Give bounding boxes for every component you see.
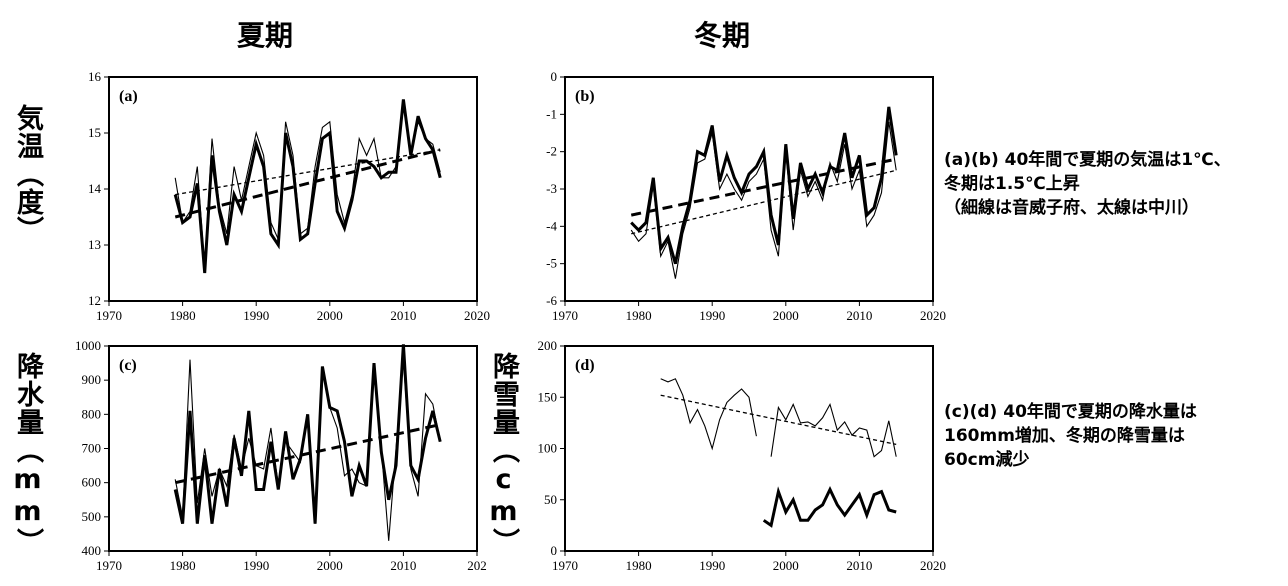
- xtick-label-d: 1970: [552, 558, 578, 573]
- precipitation-note-line-3: 60cm減少: [944, 450, 1030, 470]
- xtick-label-b: 2010: [846, 308, 872, 323]
- trend-line-a-0: [175, 149, 441, 196]
- trend-line-b-0: [631, 169, 897, 235]
- snowfall-axis-label: 降雪量（cm）: [488, 352, 519, 556]
- series-line-a-thick-1: [173, 99, 442, 274]
- summer-heading: 夏期: [237, 19, 294, 52]
- temperature-note-line-2: 冬期は1.5℃上昇: [944, 174, 1080, 194]
- ytick-label-c: 500: [82, 509, 102, 524]
- panel-label-a: (a): [119, 88, 138, 105]
- xtick-label-a: 2010: [390, 308, 416, 323]
- ytick-label-a: 15: [88, 125, 101, 140]
- xtick-label-c: 1970: [96, 558, 122, 573]
- xtick-label-a: 1970: [96, 308, 122, 323]
- ytick-label-c: 700: [82, 441, 102, 456]
- ytick-label-d: 100: [538, 441, 558, 456]
- ytick-label-a: 13: [88, 237, 101, 252]
- xtick-label-a: 1990: [243, 308, 269, 323]
- ytick-label-b: 0: [551, 69, 558, 84]
- plot-frame-d: [564, 345, 934, 552]
- ytick-label-c: 900: [82, 372, 102, 387]
- xtick-label-c: 1990: [243, 558, 269, 573]
- ytick-label-c: 600: [82, 475, 102, 490]
- series-line-d-thick-2: [762, 486, 897, 528]
- xtick-label-c: 1980: [170, 558, 196, 573]
- xtick-label-d: 2020: [920, 558, 946, 573]
- trend-line-b-1: [630, 157, 897, 217]
- temperature-note-line-1: (a)(b) 40年間で夏期の気温は1℃、: [944, 150, 1231, 170]
- ytick-label-c: 1000: [75, 338, 101, 353]
- xtick-label-d: 1990: [699, 558, 725, 573]
- precipitation-note: (c)(d) 40年間で夏期の降水量は 160mm増加、冬期の降雪量は 60cm…: [944, 400, 1197, 472]
- ytick-label-a: 14: [88, 181, 102, 196]
- ytick-label-d: 150: [538, 389, 558, 404]
- precipitation-axis-label: 降水量（mm）: [12, 352, 43, 556]
- temperature-note: (a)(b) 40年間で夏期の気温は1℃、 冬期は1.5℃上昇 （細線は音威子府…: [944, 148, 1231, 220]
- panel-label-d: (d): [575, 357, 595, 374]
- trend-line-d-0: [660, 394, 897, 446]
- series-line-b-thin-0: [630, 121, 897, 279]
- xtick-label-c: 2000: [317, 558, 343, 573]
- temperature-note-line-3: （細線は音威子府、太線は中川）: [944, 198, 1199, 218]
- xtick-label-d: 2000: [773, 558, 799, 573]
- precipitation-note-line-1: (c)(d) 40年間で夏期の降水量は: [944, 402, 1197, 422]
- ytick-label-b: -5: [546, 256, 557, 271]
- xtick-label-b: 2020: [920, 308, 946, 323]
- xtick-label-a: 1980: [170, 308, 196, 323]
- ytick-label-c: 400: [82, 543, 102, 558]
- ytick-label-b: -3: [546, 181, 557, 196]
- xtick-label-b: 1980: [626, 308, 652, 323]
- precipitation-note-line-2: 160mm増加、冬期の降雪量は: [944, 426, 1185, 446]
- ytick-label-b: -1: [546, 106, 557, 121]
- ytick-label-b: -2: [546, 144, 557, 159]
- ytick-label-c: 800: [82, 406, 102, 421]
- xtick-label-b: 1970: [552, 308, 578, 323]
- ytick-label-d: 50: [544, 492, 557, 507]
- xtick-label-a: 2000: [317, 308, 343, 323]
- ytick-label-d: 200: [538, 338, 558, 353]
- trend-line-c-0: [174, 423, 441, 485]
- xtick-label-c: 2010: [390, 558, 416, 573]
- series-line-c-thick-1: [173, 344, 442, 525]
- xtick-label-b: 2000: [773, 308, 799, 323]
- xtick-label-d: 2010: [846, 558, 872, 573]
- ytick-label-b: -6: [546, 293, 557, 308]
- panel-label-b: (b): [575, 88, 595, 105]
- series-line-b-thick-1: [630, 106, 898, 265]
- xtick-label-c: 202: [467, 558, 487, 573]
- series-line-d-thin-0: [660, 378, 757, 451]
- xtick-label-a: 2020: [464, 308, 490, 323]
- ytick-label-a: 16: [88, 69, 102, 84]
- xtick-label-b: 1990: [699, 308, 725, 323]
- plot-frame-a: [108, 76, 478, 302]
- panel-label-c: (c): [119, 357, 137, 374]
- series-line-d-thin-1: [770, 402, 897, 458]
- ytick-label-d: 0: [551, 543, 558, 558]
- ytick-label-a: 12: [88, 293, 101, 308]
- ytick-label-b: -4: [546, 218, 557, 233]
- winter-heading: 冬期: [694, 19, 751, 52]
- temperature-axis-label: 気温（度）: [12, 104, 43, 244]
- xtick-label-d: 1980: [626, 558, 652, 573]
